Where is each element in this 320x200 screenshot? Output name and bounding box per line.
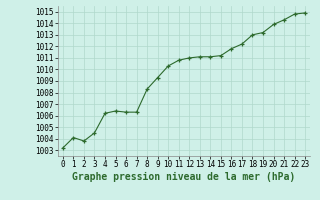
X-axis label: Graphe pression niveau de la mer (hPa): Graphe pression niveau de la mer (hPa) [72, 172, 296, 182]
